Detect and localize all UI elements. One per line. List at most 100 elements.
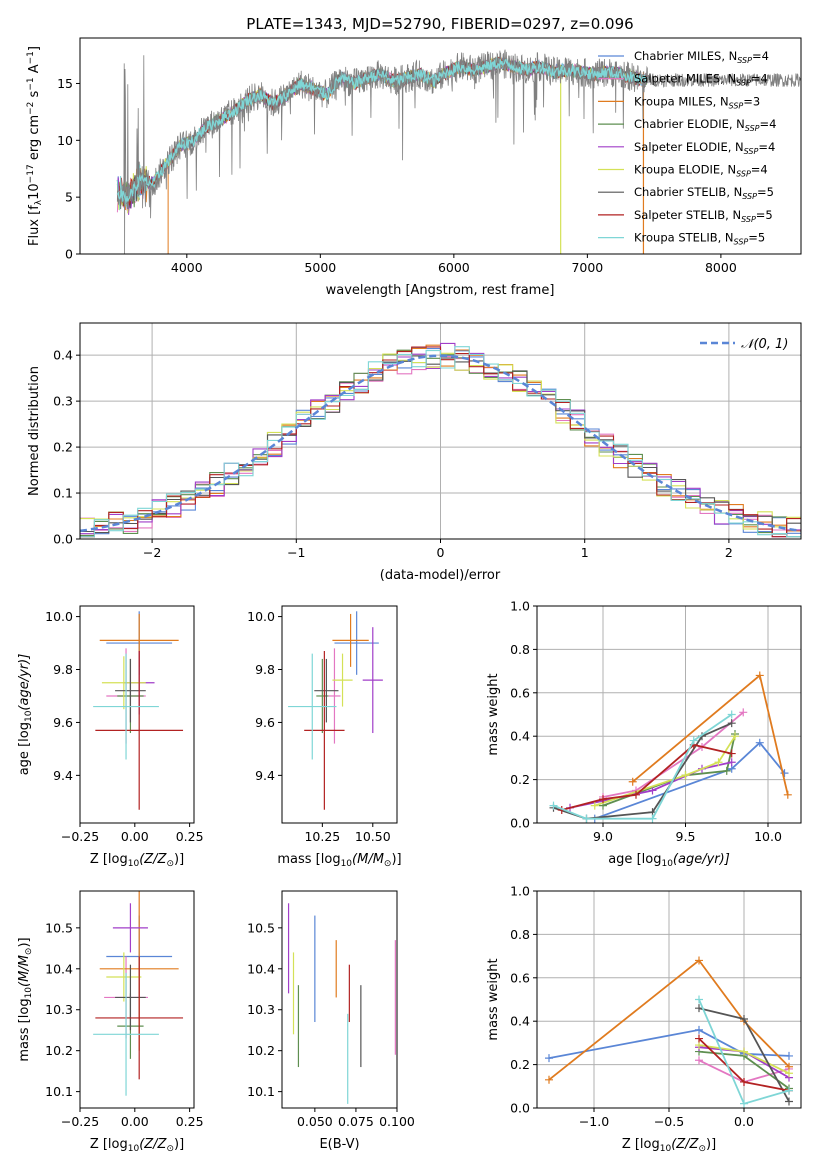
residual-ytick-label: 0.3 <box>53 394 73 409</box>
weight-z-ticks: −1.0 −0.5 0.0 0.0 0.2 0.4 0.6 0.8 1.0 <box>510 884 754 1130</box>
age-z-ticks: −0.25 0.00 0.25 9.4 9.6 9.8 10.0 <box>45 609 203 844</box>
legend-label-sub: SSP <box>736 79 751 88</box>
mass-z-ytick-label: 10.3 <box>45 1002 73 1017</box>
weight-z-xlabel-part: ⊙ <box>698 1144 706 1154</box>
weight-age-point-marker <box>727 719 736 728</box>
legend-label-text: Salpeter STELIB, N <box>634 208 741 222</box>
legend-label-sub: SSP <box>734 238 749 247</box>
mass-z-ticks: −0.25 0.00 0.25 10.1 10.2 10.3 10.4 10.5 <box>45 920 203 1129</box>
age-z-xlabel-part: (Z/Z <box>139 852 167 867</box>
weight-age-ytick-label: 0.8 <box>510 642 530 657</box>
legend-label-text: Kroupa STELIB, N <box>634 231 734 245</box>
age-z-ytick-label: 9.6 <box>53 715 73 730</box>
legend-label-text: Kroupa MILES, N <box>634 94 729 108</box>
age-mass-xlabel-part: ⊙ <box>384 859 392 869</box>
weight-z-point-marker <box>740 1077 748 1086</box>
weight-age-point-marker <box>727 710 736 719</box>
weight-age-ytick-label: 1.0 <box>510 599 530 614</box>
weight-z-ytick-label: 0.0 <box>510 1101 530 1116</box>
residual-ytick-label: 0.2 <box>53 440 73 455</box>
weight-z-point-marker <box>740 1099 748 1108</box>
mass-z-ytick-label: 10.2 <box>45 1043 73 1058</box>
age-vs-mass-panel: 10.25 10.50 9.4 9.6 9.8 10.0 mass [log10(M/M⊙)… <box>247 605 402 869</box>
spectrum-ytick-label: 5 <box>65 190 73 205</box>
weight-z-point-marker <box>695 956 703 965</box>
weight-age-xlabel-part: (age/yr)] <box>673 852 730 867</box>
weight-z-xtick-label: 0.0 <box>734 1114 754 1129</box>
mass-ebv-ytick-label: 10.5 <box>247 920 275 935</box>
spectrum-xtick-label: 5000 <box>304 260 336 275</box>
weight-z-point-marker <box>545 1075 553 1084</box>
mass-z-ylabel-part: mass [log <box>17 998 32 1061</box>
weight-z-xtick-label: −0.5 <box>654 1114 684 1129</box>
legend-label-text: Salpeter MILES, N <box>634 72 736 86</box>
age-mass-ytick-label: 9.8 <box>255 662 275 677</box>
weight-z-point-marker <box>785 1051 793 1060</box>
age-mass-ticks: 10.25 10.50 9.4 9.6 9.8 10.0 <box>247 609 391 844</box>
weight-age-point-marker <box>648 814 657 823</box>
weight-z-point-marker <box>545 1054 553 1063</box>
mass-z-ylabel-part: )] <box>17 937 32 947</box>
age-z-ytick-label: 10.0 <box>45 609 73 624</box>
weight-z-point-marker <box>785 1097 793 1106</box>
residual-xtick-label: 1 <box>581 545 589 560</box>
weight-age-xtick-label: 10.0 <box>754 829 782 844</box>
weight-vs-z-panel: −1.0 −0.5 0.0 0.0 0.2 0.4 0.6 0.8 1.0 Z [log10(Z/… <box>486 884 802 1154</box>
weight-z-ytick-label: 0.6 <box>510 970 530 985</box>
age-mass-xlabel-part: )] <box>391 852 401 867</box>
weight-z-ytick-label: 0.4 <box>510 1014 530 1029</box>
weight-age-series-line <box>594 741 786 820</box>
spectrum-ytick-label: 10 <box>57 133 73 148</box>
weight-z-xlabel-part: 10 <box>660 1144 672 1154</box>
mass-ebv-xtick-label: 0.100 <box>379 1114 415 1129</box>
spectrum-xlabel: wavelength [Angstrom, rest frame] <box>326 283 555 298</box>
spectrum-xtick-label: 6000 <box>438 260 470 275</box>
mass-ebv-ytick-label: 10.2 <box>247 1043 275 1058</box>
legend-label-sub: SSP <box>737 56 752 65</box>
legend-label-value: =4 <box>760 117 777 131</box>
age-mass-ytick-label: 10.0 <box>247 609 275 624</box>
age-mass-xlabel-part: 10 <box>341 859 353 869</box>
age-mass-ytick-label: 9.4 <box>255 768 275 783</box>
weight-age-point-marker <box>628 777 637 786</box>
spectrum-panel: PLATE=1343, MJD=52790, FIBERID=0297, z=0… <box>26 15 802 298</box>
legend-label: Chabrier STELIB, NSSP=5 <box>634 185 774 201</box>
age-mass-xtick-label: 10.50 <box>355 829 391 844</box>
legend-label-sub: SSP <box>742 192 757 201</box>
age-vs-z-panel: −0.25 0.00 0.259.49.69.810.0Z [log10(Z/Z⊙)… <box>17 605 204 869</box>
weight-z-xtick-label: −1.0 <box>579 1114 609 1129</box>
mass-ebv-ytick-label: 10.4 <box>247 961 275 976</box>
age-z-xtick-label: −0.25 <box>61 829 99 844</box>
age-z-xlabel-part: 10 <box>128 859 140 869</box>
legend-label-text: Salpeter ELODIE, N <box>634 140 744 154</box>
legend-label-value: =3 <box>743 94 760 108</box>
mass-z-ylabel-part: (M/M <box>17 955 32 987</box>
age-mass-xlabel-part: mass [log <box>277 852 340 867</box>
residual-panel: −2 −1 0 1 2 0.0 0.1 0.2 0.3 0.4 (data-model)/err… <box>27 322 802 583</box>
age-z-ylabel-part: (age/yr)] <box>17 654 32 711</box>
mass-z-xtick-label: 0.25 <box>176 1114 204 1129</box>
mass-z-ytick-label: 10.4 <box>45 961 73 976</box>
weight-age-point-marker <box>549 801 558 810</box>
weight-age-point-marker <box>714 758 723 767</box>
legend-label-sub: SSP <box>729 101 744 110</box>
age-z-xtick-label: 0.25 <box>176 829 204 844</box>
mass-ebv-frame <box>281 890 398 1109</box>
weight-age-xlabel-part: 10 <box>661 859 673 869</box>
weight-age-series-line <box>569 761 732 809</box>
mass-z-ylabel-part: ⊙ <box>24 948 34 956</box>
weight-age-point-marker <box>590 801 599 810</box>
age-mass-marks <box>288 611 383 810</box>
mass-ebv-ytick-label: 10.3 <box>247 1002 275 1017</box>
legend-label-sub: SSP <box>744 147 759 156</box>
mass-z-xlabel: Z [log10(Z/Z⊙)] <box>90 1137 184 1154</box>
weight-age-point-marker <box>632 790 640 799</box>
mass-z-xlabel-part: (Z/Z <box>139 1137 167 1152</box>
spectrum-title: PLATE=1343, MJD=52790, FIBERID=0297, z=0… <box>246 15 633 33</box>
gauss-legend-label: 𝒩(0, 1) <box>741 337 788 352</box>
legend-label-value: =4 <box>758 140 775 154</box>
age-z-ytick-label: 9.8 <box>53 662 73 677</box>
weight-age-xlabel-part: age [log <box>608 852 661 867</box>
